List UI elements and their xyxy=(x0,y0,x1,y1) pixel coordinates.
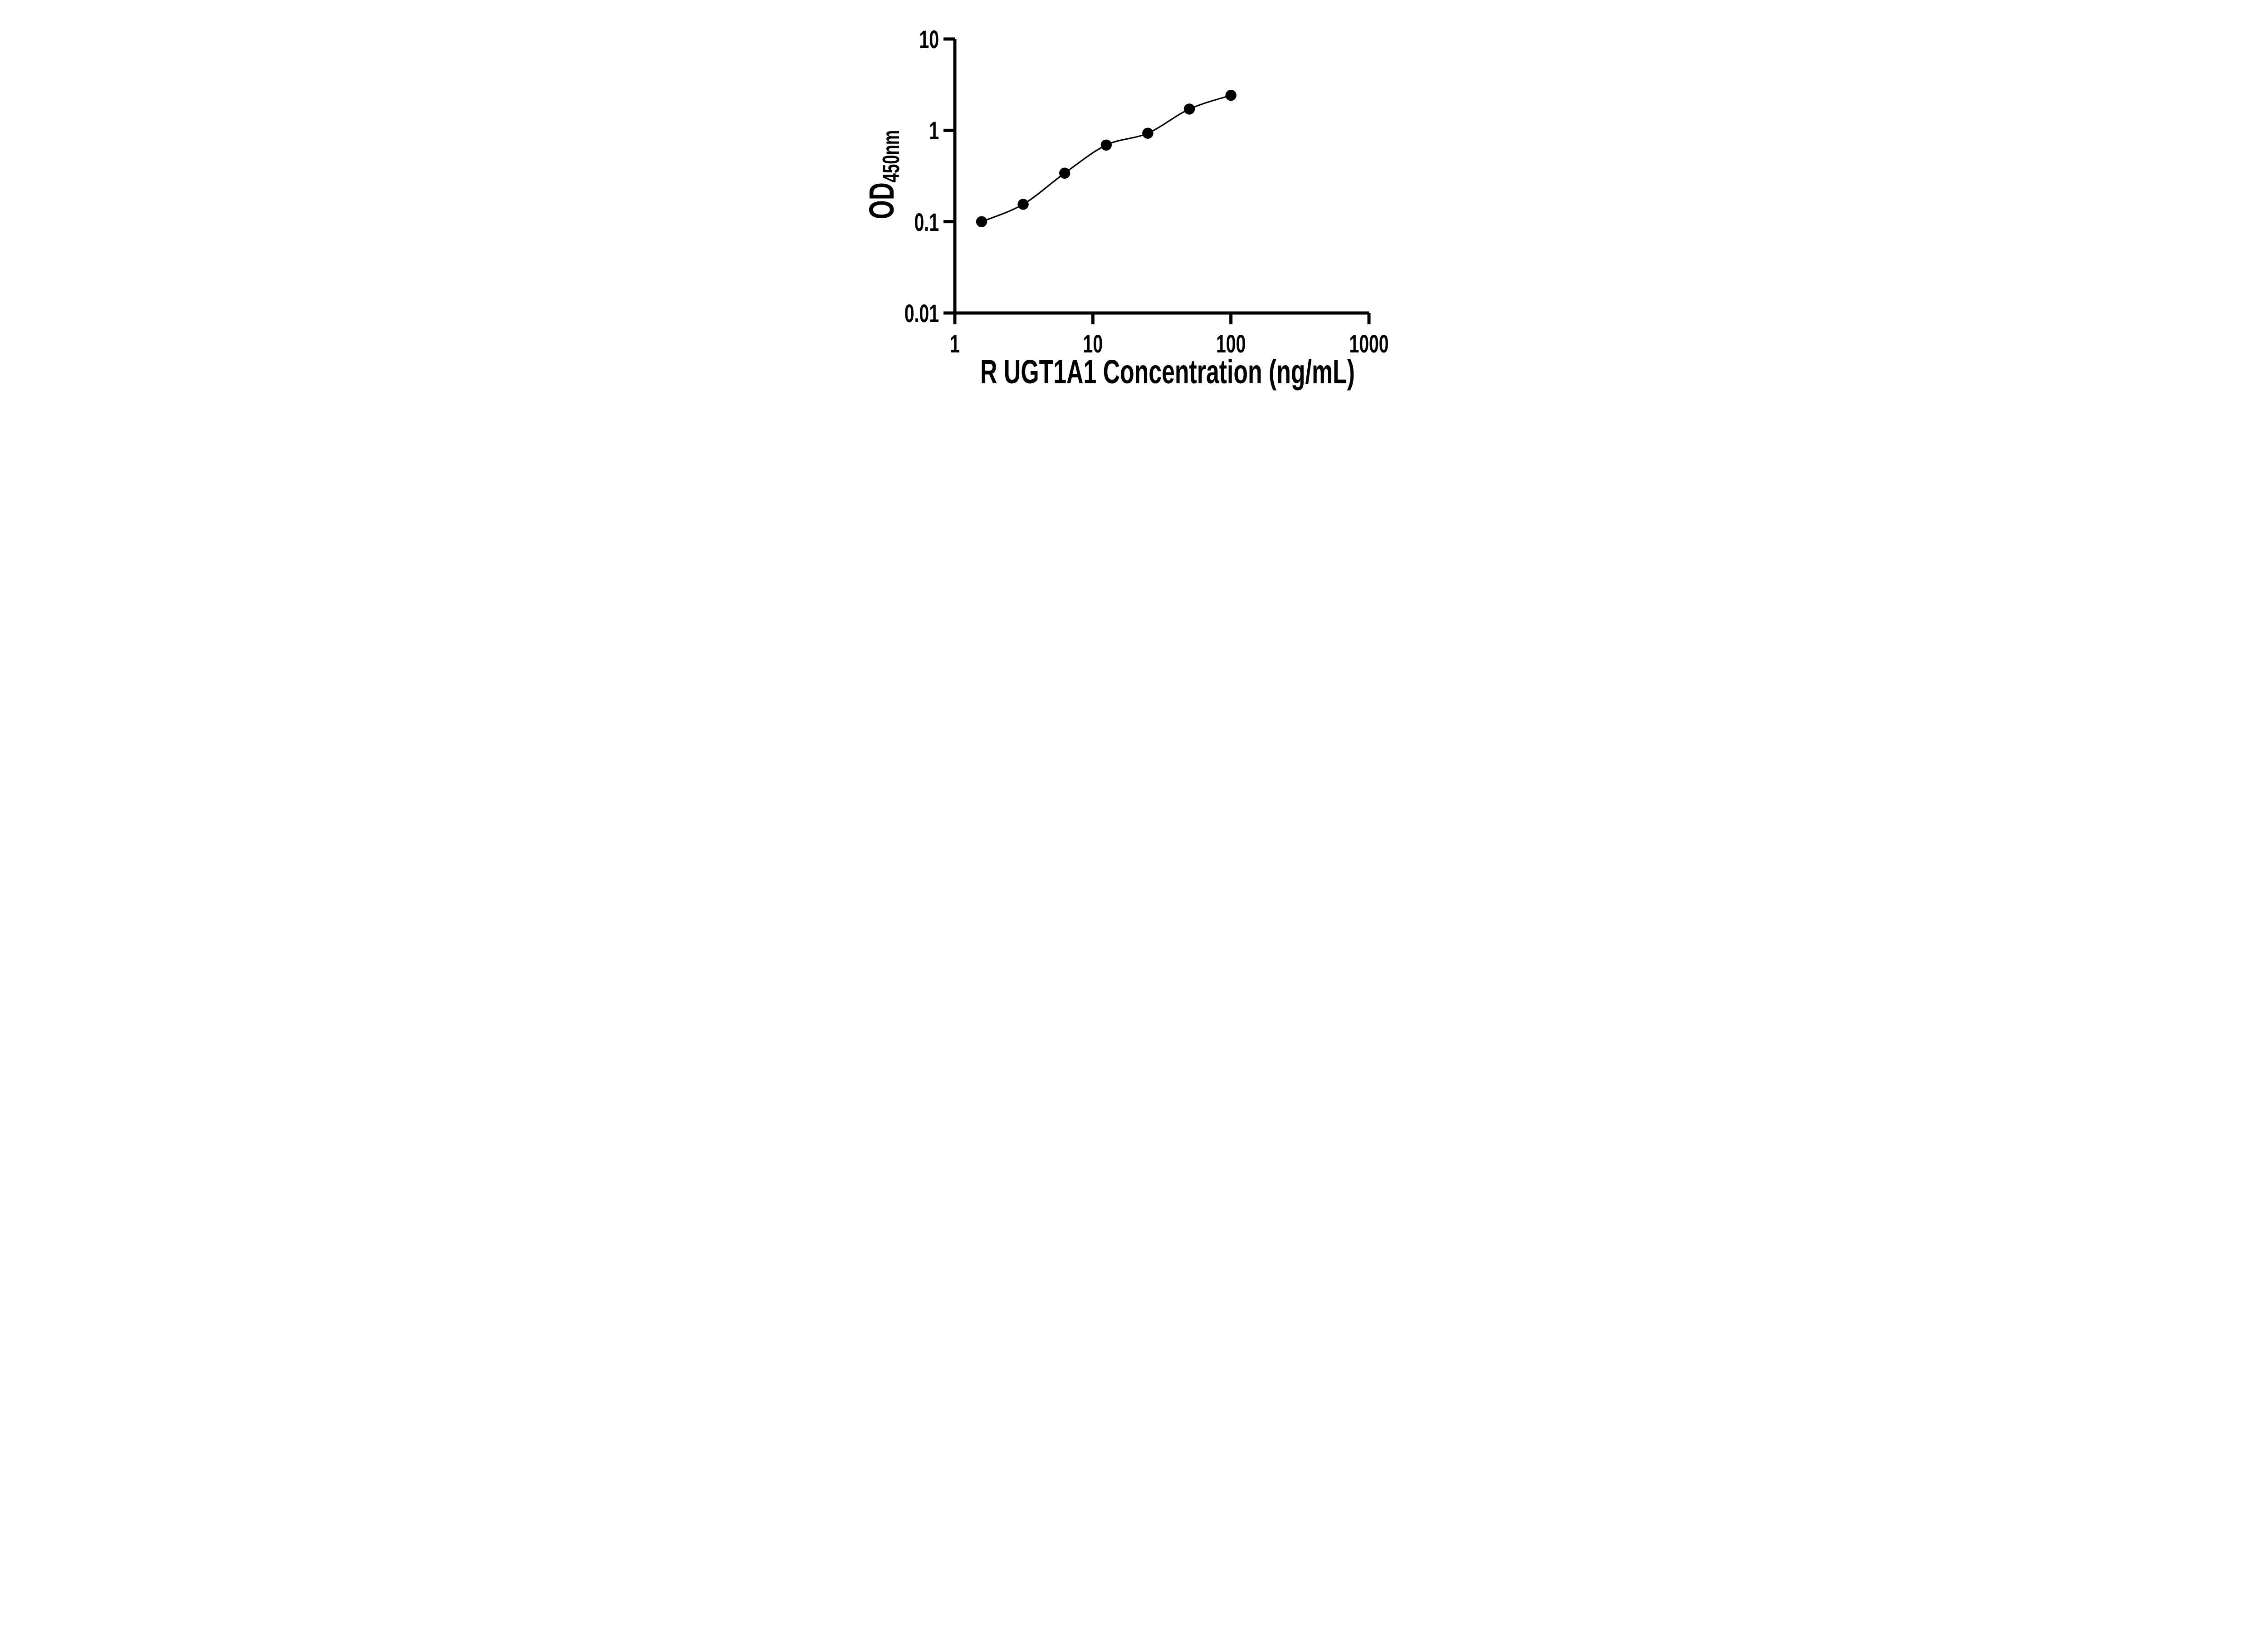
x-tick-label-1000: 1000 xyxy=(1349,330,1388,358)
elisa-standard-curve-figure: 10 1 0.1 0.01 1 10 100 1000 R UGT1A1 Con… xyxy=(842,0,1426,408)
x-axis-ticks xyxy=(953,313,1370,324)
y-tick-label-1: 1 xyxy=(929,117,939,145)
data-points xyxy=(976,89,1237,227)
y-axis-ticks xyxy=(943,37,955,315)
y-axis-title: OD450nm xyxy=(862,130,904,219)
data-point xyxy=(1142,127,1154,139)
data-point xyxy=(976,216,987,227)
standard-curve-chart: 10 1 0.1 0.01 1 10 100 1000 R UGT1A1 Con… xyxy=(842,0,1426,408)
y-axis-title-subscript: 450nm xyxy=(877,130,904,182)
data-point xyxy=(1100,139,1112,151)
x-axis-title: R UGT1A1 Concentration (ng/mL) xyxy=(980,353,1355,391)
x-tick-label-10: 10 xyxy=(1083,330,1103,358)
data-point xyxy=(1017,199,1029,210)
data-point xyxy=(1059,167,1070,179)
x-tick-label-100: 100 xyxy=(1216,330,1245,358)
y-tick-label-10: 10 xyxy=(919,25,939,54)
y-tick-label-0p1: 0.1 xyxy=(914,208,938,237)
y-tick-label-0p01: 0.01 xyxy=(904,299,938,328)
y-axis-title-main: OD xyxy=(862,182,901,219)
data-point xyxy=(1183,103,1195,115)
data-point xyxy=(1225,89,1237,101)
axes-frame xyxy=(953,39,1369,315)
x-tick-label-1: 1 xyxy=(950,330,960,358)
